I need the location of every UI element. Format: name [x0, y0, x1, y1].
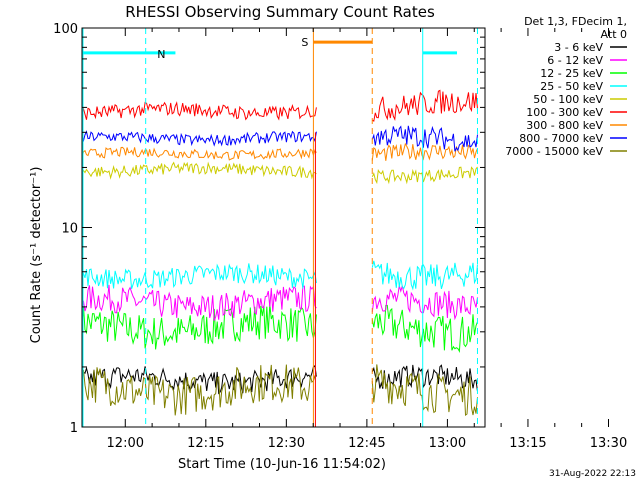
- legend-label-3: 25 - 50 keV: [540, 80, 603, 93]
- legend-header-line-2: Att 0: [601, 28, 627, 41]
- series-5-window-0: [81, 101, 317, 121]
- series-5: [81, 89, 478, 122]
- series-0-window-1: [371, 364, 478, 392]
- series-4: [81, 161, 478, 185]
- series-1: [81, 284, 478, 321]
- series-3-window-0: [81, 263, 317, 289]
- legend-label-1: 6 - 12 keV: [547, 54, 603, 67]
- legend-header-line-1: Det 1,3, FDecim 1,: [524, 15, 627, 28]
- series-8-window-0: [81, 364, 317, 416]
- series-0: [82, 364, 478, 395]
- x-tick-label-4: 13:00: [429, 436, 466, 451]
- series-2-window-0: [81, 304, 317, 350]
- axis-ticks: 12:00 12:15 12:30 12:45 13:00 13:15 13:30 1 10 10…: [53, 22, 627, 451]
- series-2-window-1: [371, 304, 478, 354]
- series-3: [81, 260, 478, 291]
- legend-label-4: 50 - 100 keV: [533, 93, 603, 106]
- legend-label-0: 3 - 6 keV: [554, 41, 603, 54]
- footer-date: 31-Aug-2022 22:13: [549, 469, 636, 479]
- series-7-window-1: [371, 125, 478, 152]
- legend-label-6: 300 - 800 keV: [526, 119, 603, 132]
- legend-label-8: 7000 - 15000 keV: [505, 145, 603, 158]
- series-6: [81, 142, 478, 161]
- series-7: [81, 125, 478, 152]
- series-6-window-0: [81, 146, 317, 161]
- x-tick-label-6: 13:30: [590, 436, 627, 451]
- x-tick-label-5: 13:15: [509, 436, 546, 451]
- series-5-window-1: [372, 89, 478, 122]
- series-3-window-1: [371, 260, 478, 291]
- series-6-window-1: [371, 142, 478, 161]
- x-axis-label: Start Time (10-Jun-16 11:54:02): [178, 457, 386, 472]
- y-tick-label-2: 100: [53, 22, 78, 37]
- series-8: [81, 364, 478, 417]
- y-tick-label-1: 10: [61, 222, 78, 237]
- series-7-window-0: [81, 130, 317, 147]
- x-tick-label-3: 12:45: [348, 436, 385, 451]
- series-layer: [81, 89, 478, 417]
- annotation-layer: NS: [82, 28, 478, 427]
- series-8-window-1: [371, 364, 478, 417]
- x-tick-label-2: 12:30: [268, 436, 305, 451]
- y-axis-label: Count Rate (s⁻¹ detector⁻¹): [29, 167, 44, 344]
- x-tick-label-0: 12:00: [107, 436, 144, 451]
- series-4-window-1: [371, 166, 478, 185]
- series-1-window-0: [81, 284, 317, 321]
- night-label: N: [157, 48, 165, 61]
- series-0-window-0: [82, 364, 317, 395]
- legend-label-2: 12 - 25 keV: [540, 67, 603, 80]
- saa-label: S: [301, 36, 308, 49]
- x-tick-label-1: 12:15: [187, 436, 224, 451]
- chart-title: RHESSI Observing Summary Count Rates: [125, 3, 435, 21]
- legend-label-5: 100 - 300 keV: [526, 106, 603, 119]
- series-2: [81, 304, 478, 354]
- series-4-window-0: [81, 161, 317, 180]
- y-tick-label-0: 1: [70, 421, 78, 436]
- series-1-window-1: [371, 285, 478, 321]
- legend-label-7: 800 - 7000 keV: [519, 132, 603, 145]
